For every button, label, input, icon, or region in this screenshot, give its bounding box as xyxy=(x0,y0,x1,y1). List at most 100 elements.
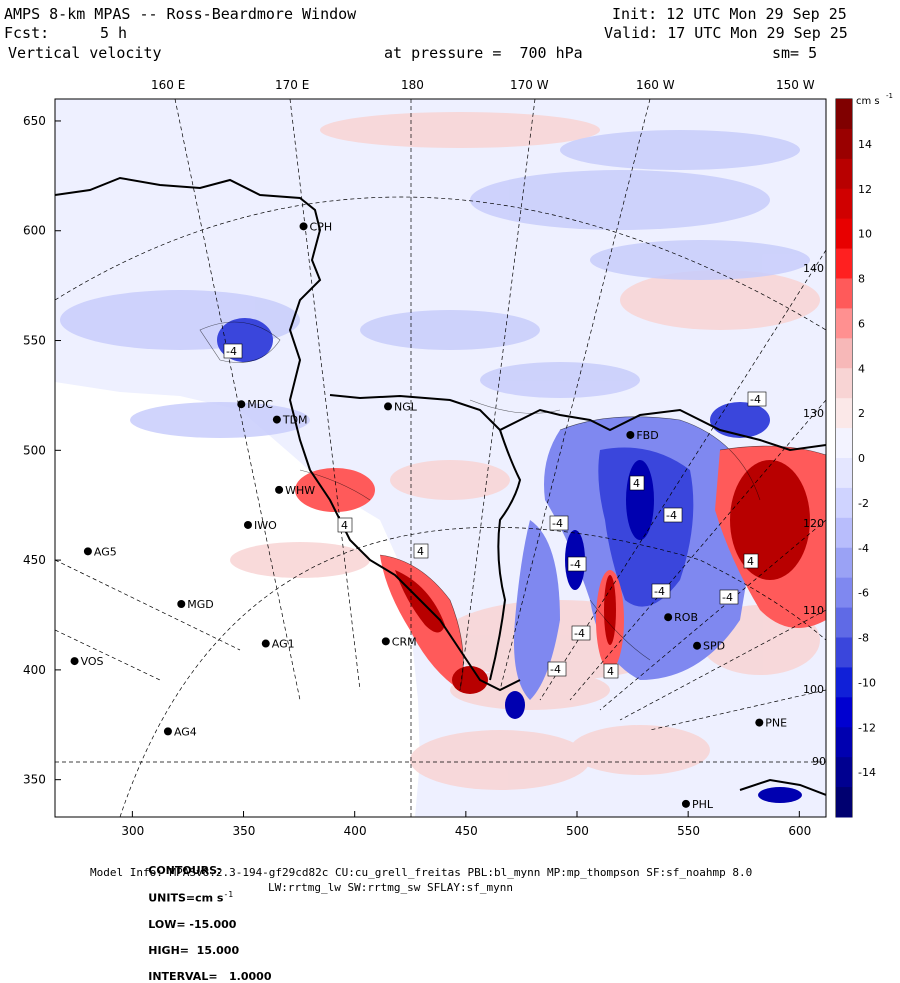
y-tick-label: 450 xyxy=(23,553,46,567)
station-dot xyxy=(755,718,764,727)
station-dot xyxy=(381,637,390,646)
right-grid-labels: 140 W 130 W 120 W 110 W 100 W 90 W xyxy=(803,262,838,768)
colorbar-swatch xyxy=(836,517,852,549)
station-dot xyxy=(177,600,186,609)
longitude-labels: 160 E 170 E 180 170 W 160 W 150 W xyxy=(151,78,815,92)
colorbar-swatch xyxy=(836,218,852,250)
contour-label: -4 xyxy=(666,509,677,522)
station-dot xyxy=(626,430,635,439)
colorbar-swatch xyxy=(836,248,852,279)
colorbar-label: -8 xyxy=(858,632,869,645)
y-tick-label: 400 xyxy=(23,663,46,677)
station-label: AG4 xyxy=(174,725,197,738)
map-figure: -4 -4 -4 -4 -4 -4 -4 -4 -4 4 4 4 4 4 140… xyxy=(23,78,893,838)
units-label: UNITS=cm s xyxy=(148,891,224,905)
map-axes: 300 350 400 450 500 550 600 650 600 550 500 450 400 3… xyxy=(23,114,811,838)
station-label: CRM xyxy=(392,635,417,648)
colorbar-swatch xyxy=(836,667,852,698)
lon-label-170e: 170 E xyxy=(275,78,309,92)
station-label: CPH xyxy=(310,220,333,233)
contour-label: -4 xyxy=(552,517,563,530)
station-dot xyxy=(83,547,92,556)
dark-red-ascent-core xyxy=(395,460,810,694)
contour-value-labels: -4 -4 -4 -4 -4 -4 -4 -4 -4 4 4 4 4 4 xyxy=(223,343,767,679)
colorbar-label: 12 xyxy=(858,183,872,196)
interval-value: INTERVAL= 1.0000 xyxy=(148,969,272,983)
colorbar-units-exponent: -1 xyxy=(886,92,893,100)
colorbar-swatch xyxy=(836,637,852,668)
field-name: Vertical velocity xyxy=(8,44,162,62)
colorbar-label: -12 xyxy=(858,721,876,734)
contours-label: CONTOURS: xyxy=(148,864,222,877)
smoothing-level: sm= 5 xyxy=(772,44,818,62)
units-exponent: -1 xyxy=(223,890,234,899)
y-tick-label: 500 xyxy=(23,443,46,457)
station-dot xyxy=(243,520,252,529)
grid-label-100w: 100 W xyxy=(803,683,838,696)
station-dot xyxy=(693,641,702,650)
valid-time: Valid: 17 UTC Mon 29 Sep 25 xyxy=(604,24,848,42)
lon-label-170w: 170 W xyxy=(510,78,549,92)
colorbar-label: -14 xyxy=(858,766,876,779)
colorbar-swatch xyxy=(836,368,852,399)
station-label: WHW xyxy=(285,484,315,497)
contour-label: -4 xyxy=(570,558,581,571)
x-tick-label: 450 xyxy=(455,824,478,838)
station-dot xyxy=(237,400,246,409)
station-dot xyxy=(261,639,270,648)
station-label: AG1 xyxy=(272,638,295,651)
x-tick-label: 300 xyxy=(121,824,144,838)
grid-label-120w: 120 W xyxy=(803,517,838,530)
map-frame xyxy=(54,98,827,818)
colorbar-swatch xyxy=(836,158,852,190)
x-tick-label: 400 xyxy=(344,824,367,838)
colorbar-label: 0 xyxy=(858,452,865,465)
colorbar-label: 2 xyxy=(858,407,865,420)
forecast-hour: 5 h xyxy=(100,24,128,42)
station-markers: CPH MDC TDM NGL WHW IWO AG5 MGD AG1 CRM VOS AG4 PHL F… xyxy=(70,220,787,811)
station-label: MDC xyxy=(247,398,273,411)
latlon-grid xyxy=(55,99,826,817)
pressure-level: at pressure = 700 hPa xyxy=(384,44,583,62)
contour-label: 4 xyxy=(341,519,348,532)
x-tick-label: 500 xyxy=(566,824,589,838)
station-label: FBD xyxy=(636,429,658,442)
colorbar-swatch xyxy=(836,458,852,489)
colorbar-swatch xyxy=(836,188,852,220)
colorbar-label: 8 xyxy=(858,273,865,286)
grid-label-110w: 110 W xyxy=(803,604,838,617)
station-dot xyxy=(163,727,172,736)
contour-label: -4 xyxy=(654,585,665,598)
colorbar-swatch xyxy=(836,757,852,788)
station-label: PNE xyxy=(765,717,787,730)
colorbar-swatch xyxy=(836,577,852,609)
contour-label: -4 xyxy=(550,663,561,676)
station-dot xyxy=(681,799,690,808)
contour-label: -4 xyxy=(722,591,733,604)
contour-label: 4 xyxy=(417,545,424,558)
y-tick-label: 550 xyxy=(23,334,46,348)
colorbar-swatch xyxy=(836,428,852,459)
station-dot xyxy=(299,222,308,231)
contour-label: -4 xyxy=(574,627,585,640)
map-title: AMPS 8-km MPAS -- Ross-Beardmore Window xyxy=(4,5,357,23)
model-info-line2: LW:rrtmg_lw SW:rrtmg_sw SFLAY:sf_mynn xyxy=(268,881,514,894)
contour-label: -4 xyxy=(750,393,761,406)
colorbar-swatch xyxy=(836,278,852,309)
station-dot xyxy=(384,402,393,411)
station-label: IWO xyxy=(254,519,277,532)
station-label: AG5 xyxy=(94,545,117,558)
station-label: SPD xyxy=(703,640,725,653)
colorbar-swatch xyxy=(836,338,852,369)
map-field: -4 -4 -4 -4 -4 -4 -4 -4 -4 4 4 4 4 4 140… xyxy=(55,99,838,817)
high-value: HIGH= 15.000 xyxy=(148,943,240,957)
colorbar-label: 14 xyxy=(858,138,872,151)
low-value: LOW= -15.000 xyxy=(148,917,237,931)
station-label: PHL xyxy=(692,798,714,811)
y-tick-label: 650 xyxy=(23,114,46,128)
colorbar-label: 10 xyxy=(858,228,872,241)
colorbar-label: -6 xyxy=(858,587,869,600)
lon-label-160w: 160 W xyxy=(636,78,675,92)
colorbar-swatch xyxy=(836,487,852,519)
grid-label-140w: 140 W xyxy=(803,262,838,275)
